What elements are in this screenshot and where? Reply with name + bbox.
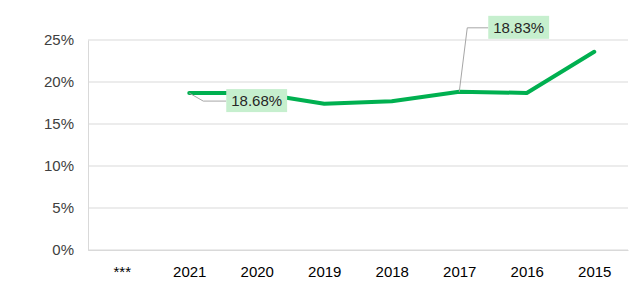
data-label-box [226, 89, 287, 112]
x-tick: 2017 [443, 250, 476, 280]
y-tick: 20% [44, 73, 88, 90]
data-label-text: 18.68% [231, 92, 282, 109]
x-axis-line [89, 250, 629, 251]
x-tick-label: 2021 [173, 263, 206, 280]
x-tick: 2015 [578, 250, 611, 280]
y-tick: 25% [44, 31, 88, 48]
y-tick: 0% [52, 241, 88, 258]
x-axis: *** 2021 2020 2019 2018 2017 2016 2015 [89, 250, 629, 280]
data-label: 18.68% [189, 89, 287, 112]
grid-line [88, 166, 628, 167]
leader-line [189, 93, 226, 101]
y-tick-label: 25% [44, 31, 74, 48]
grid [88, 40, 628, 250]
x-tick-label: *** [113, 263, 131, 280]
x-tick-label: 2019 [308, 263, 341, 280]
y-axis-line [88, 41, 89, 251]
data-label-box [488, 16, 549, 39]
x-tick: *** [113, 250, 131, 280]
y-tick: 10% [44, 157, 88, 174]
x-tick-label: 2015 [578, 263, 611, 280]
leader-line [459, 28, 488, 92]
grid-line [88, 208, 628, 209]
y-tick-label: 20% [44, 73, 74, 90]
x-tick-label: 2017 [443, 263, 476, 280]
chart: 0% 5% 10% 15% 20% 25% *** 2021 2020 2019 2018 2017 2… [0, 0, 640, 308]
x-tick: 2016 [511, 250, 544, 280]
y-tick-label: 0% [52, 241, 74, 258]
y-tick-label: 10% [44, 157, 74, 174]
grid-line [88, 250, 628, 251]
x-tick-label: 2016 [511, 263, 544, 280]
data-label: 18.83% [459, 16, 549, 92]
data-label-text: 18.83% [493, 19, 544, 36]
x-tick-label: 2020 [241, 263, 274, 280]
y-axis: 0% 5% 10% 15% 20% 25% [44, 31, 89, 258]
x-tick-label: 2018 [376, 263, 409, 280]
x-tick: 2019 [308, 250, 341, 280]
y-tick-label: 15% [44, 115, 74, 132]
data-labels: 18.68% 18.83% [189, 16, 549, 112]
x-tick: 2021 [173, 250, 206, 280]
y-tick-label: 5% [52, 199, 74, 216]
grid-line [88, 124, 628, 125]
grid-line [88, 40, 628, 41]
y-tick: 15% [44, 115, 88, 132]
x-tick: 2018 [376, 250, 409, 280]
x-tick: 2020 [241, 250, 274, 280]
y-tick: 5% [52, 199, 88, 216]
